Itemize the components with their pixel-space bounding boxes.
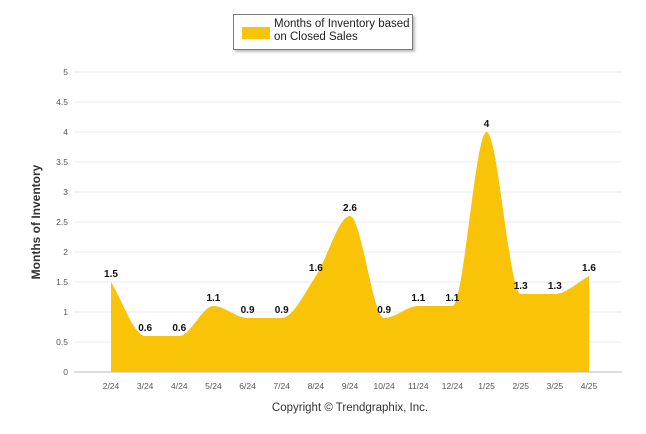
x-tick-label: 3/25 — [547, 381, 564, 391]
x-tick-label: 8/24 — [308, 381, 325, 391]
y-tick-label: 5 — [63, 67, 68, 77]
legend-swatch — [242, 27, 270, 39]
x-tick-label: 9/24 — [342, 381, 359, 391]
data-label: 1.5 — [104, 269, 118, 280]
y-tick-label: 3 — [63, 187, 68, 197]
x-tick-label: 1/25 — [478, 381, 495, 391]
legend: Months of Inventory based on Closed Sale… — [233, 14, 413, 50]
data-label: 0.6 — [138, 323, 152, 334]
data-label: 2.6 — [343, 203, 357, 214]
y-tick-labels: 0 0.5 1 1.5 2 2.5 3 3.5 4 4.5 5 — [56, 67, 68, 377]
y-tick-label: 0.5 — [56, 337, 68, 347]
copyright-text: Copyright © Trendgraphix, Inc. — [271, 402, 429, 414]
y-tick-label: 4 — [63, 127, 68, 137]
data-label: 1.1 — [445, 293, 459, 304]
y-tick-label: 1.5 — [56, 277, 68, 287]
data-label: 0.9 — [241, 305, 255, 316]
y-tick-label: 1 — [63, 307, 68, 317]
data-label: 0.9 — [275, 305, 289, 316]
x-tick-label: 3/24 — [137, 381, 154, 391]
data-label: 1.3 — [548, 281, 562, 292]
data-label: 1.6 — [582, 263, 596, 274]
y-tick-label: 0 — [63, 367, 68, 377]
x-tick-label: 2/25 — [512, 381, 529, 391]
data-label: 1.1 — [411, 293, 425, 304]
x-tick-labels: 2/24 3/24 4/24 5/24 6/24 7/24 8/24 9/24 10/24 11/… — [103, 381, 598, 391]
legend-label: Months of Inventory based on Closed Sale… — [274, 18, 410, 43]
y-tick-label: 2 — [63, 247, 68, 257]
data-label: 0.9 — [377, 305, 391, 316]
x-tick-label: 4/24 — [171, 381, 188, 391]
x-tick-label: 7/24 — [273, 381, 290, 391]
data-label: 0.6 — [172, 323, 186, 334]
y-axis-label: Months of Inventory — [29, 164, 43, 279]
data-label: 1.3 — [514, 281, 528, 292]
x-tick-label: 12/24 — [442, 381, 464, 391]
series-area — [111, 132, 589, 372]
x-tick-label: 4/25 — [581, 381, 598, 391]
x-tick-label: 5/24 — [205, 381, 222, 391]
y-tick-label: 2.5 — [56, 217, 68, 227]
data-label: 1.6 — [309, 263, 323, 274]
y-tick-label: 4.5 — [56, 97, 68, 107]
data-labels: 1.5 0.6 0.6 1.1 0.9 0.9 1.6 2.6 0.9 1.1 1.1 4 1.3 1.3… — [104, 119, 596, 334]
y-tick-label: 3.5 — [56, 157, 68, 167]
x-tick-label: 2/24 — [103, 381, 120, 391]
x-tick-label: 11/24 — [408, 381, 429, 391]
data-label: 1.1 — [206, 293, 220, 304]
x-tick-label: 6/24 — [239, 381, 256, 391]
x-tick-label: 10/24 — [374, 381, 396, 391]
data-label: 4 — [484, 119, 490, 130]
